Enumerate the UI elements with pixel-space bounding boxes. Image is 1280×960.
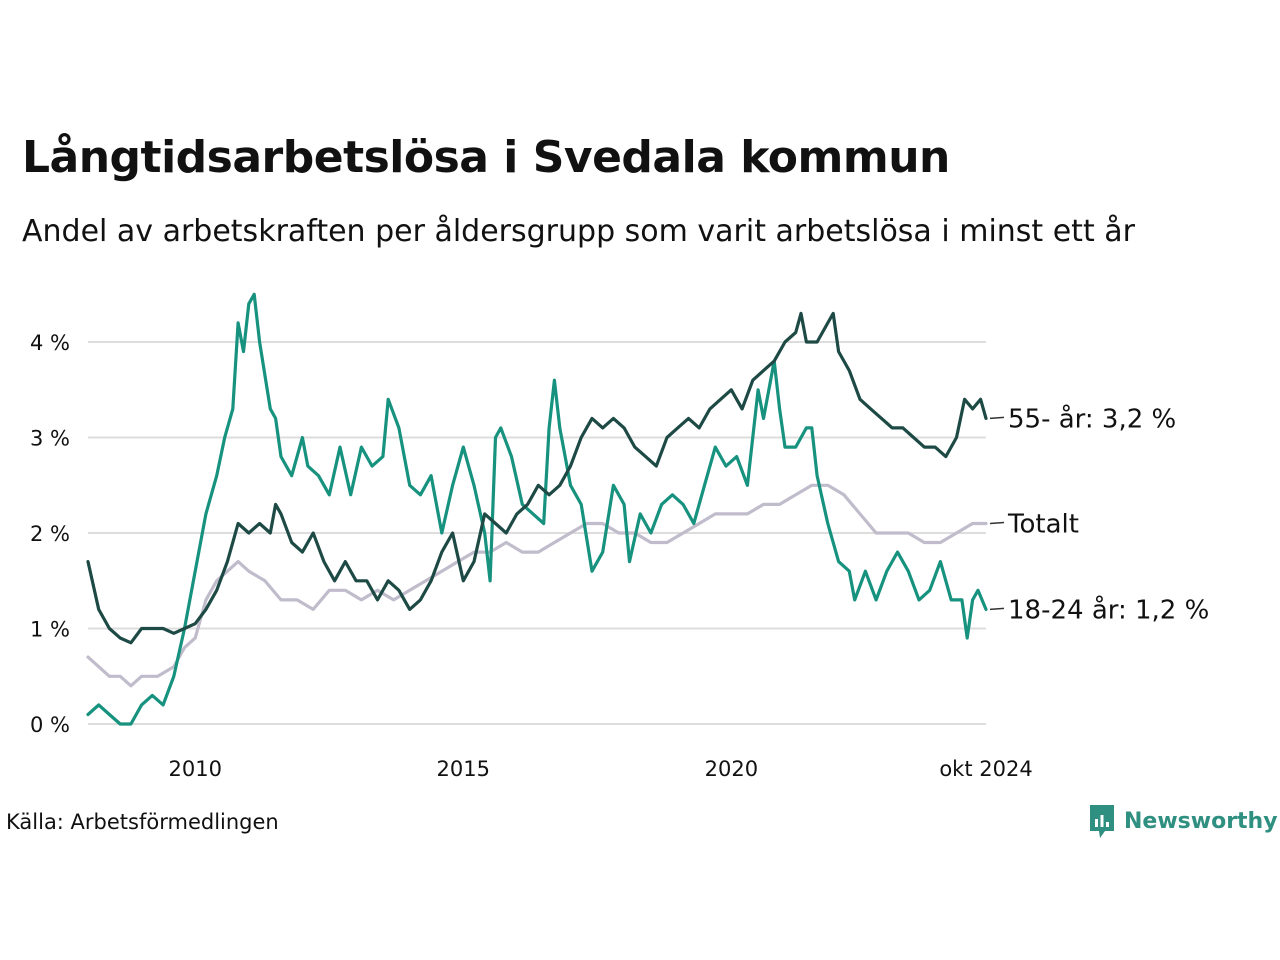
end-label-leader xyxy=(989,521,1005,525)
y-tick-label: 2 % xyxy=(30,522,70,546)
series-line-55-r xyxy=(86,311,988,645)
source-note: Källa: Arbetsförmedlingen xyxy=(6,810,279,834)
end-label-18-24-r: 18-24 år: 1,2 % xyxy=(1008,594,1209,625)
end-label-leader xyxy=(989,416,1005,420)
chart-subtitle: Andel av arbetskraften per åldersgrupp s… xyxy=(22,214,1135,249)
brand-name: Newsworthy xyxy=(1124,808,1278,834)
y-tick-label: 0 % xyxy=(30,713,70,737)
x-tick-label: 2015 xyxy=(437,757,490,781)
end-label-totalt: Totalt xyxy=(1007,509,1079,539)
y-tick-label: 4 % xyxy=(30,331,70,355)
y-tick-label: 3 % xyxy=(30,427,70,451)
grid-layer xyxy=(88,341,986,725)
chart-title: Långtidsarbetslösa i Svedala kommun xyxy=(22,132,950,183)
label-layer: 0 % 1 % 2 % 3 % 4 % 2010 2015 2020 okt 2024 Total… xyxy=(30,331,1209,781)
brand-logo: Newsworthy xyxy=(1088,803,1278,839)
end-label-55-r: 55- år: 3,2 % xyxy=(1008,403,1176,434)
series-line-totalt xyxy=(86,483,988,688)
x-tick-label: 2020 xyxy=(705,757,758,781)
end-label-leader xyxy=(989,607,1005,611)
x-tick-label: 2010 xyxy=(168,757,221,781)
y-tick-label: 1 % xyxy=(30,618,70,642)
newsworthy-logo-icon xyxy=(1090,805,1114,838)
series-layer xyxy=(86,292,988,726)
x-tick-label: okt 2024 xyxy=(939,757,1032,781)
series-line-18-24-r xyxy=(86,292,988,726)
